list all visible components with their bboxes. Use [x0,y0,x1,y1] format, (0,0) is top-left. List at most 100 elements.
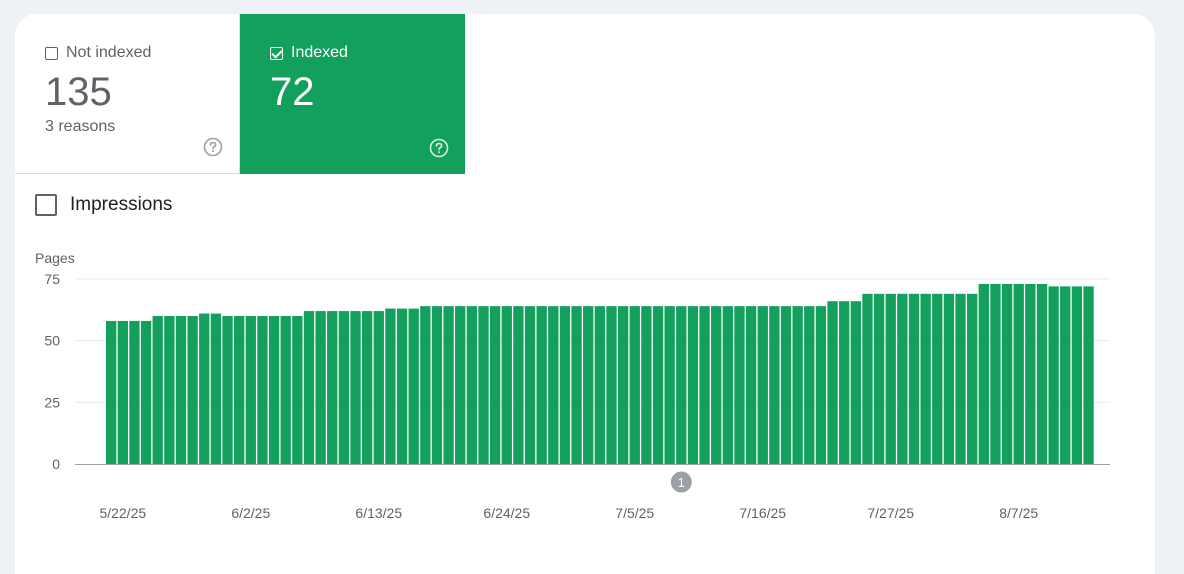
chart-bar[interactable] [350,311,361,464]
chart-bar[interactable] [967,293,978,464]
chart-bar[interactable] [920,293,931,464]
chart-bar[interactable] [408,308,419,464]
chart-bar[interactable] [431,306,443,464]
indexed-checkbox[interactable] [270,46,283,60]
chart-bar[interactable] [804,306,815,464]
chart-bar[interactable] [978,283,989,464]
chart-bar[interactable] [501,306,512,464]
chart-bar[interactable] [1025,283,1036,464]
chart-bar[interactable] [303,311,315,464]
chart-bar[interactable] [199,313,210,464]
chart-bar[interactable] [152,316,163,464]
chart-bar[interactable] [548,306,559,464]
chart-bar[interactable] [1036,283,1048,464]
chart-bar[interactable] [536,306,547,464]
chart-bar[interactable] [990,283,1001,464]
chart-bar[interactable] [571,306,582,464]
chart-bar[interactable] [524,306,536,464]
chart-bar[interactable] [420,306,431,464]
chart-bar[interactable] [955,293,966,464]
chart-bar[interactable] [268,316,280,464]
chart-bar[interactable] [687,306,699,464]
chart-bar[interactable] [594,306,606,464]
chart-bar[interactable] [338,311,350,464]
chart-bar[interactable] [559,306,571,464]
chart-bar[interactable] [210,313,222,464]
impressions-checkbox[interactable] [35,194,57,216]
annotation-marker[interactable] [670,471,692,493]
chart-bar[interactable] [850,301,861,464]
chart-bar[interactable] [629,306,640,464]
chart-bar[interactable] [361,311,373,464]
chart-bar[interactable] [222,316,233,464]
chart-bar[interactable] [583,306,594,464]
chart-bar[interactable] [932,293,943,464]
chart-bar[interactable] [792,306,803,464]
chart-bar[interactable] [1048,286,1059,464]
chart-bar[interactable] [745,306,757,464]
chart-bar[interactable] [862,293,873,464]
chart-bar[interactable] [315,311,326,464]
chart-bar[interactable] [885,293,896,464]
chart-bar[interactable] [106,320,117,464]
chart-bar[interactable] [1060,286,1071,464]
not-indexed-tile[interactable]: Not indexed 135 3 reasons [15,14,240,174]
chart-bar[interactable] [1013,283,1024,464]
chart-bar[interactable] [466,306,478,464]
chart-bar[interactable] [1001,283,1013,464]
chart-bar[interactable] [641,306,652,464]
chart-bars [106,283,1094,464]
x-tick-label: 7/5/25 [615,505,654,521]
chart-bar[interactable] [140,320,152,464]
chart-bar[interactable] [373,311,384,464]
indexed-tile[interactable]: Indexed 72 [240,14,465,174]
chart-bar[interactable] [478,306,489,464]
annotation-marker-label: 1 [678,475,685,490]
not-indexed-checkbox[interactable] [45,46,58,60]
chart-bar[interactable] [117,320,128,464]
chart-bar[interactable] [175,316,187,464]
chart-bar[interactable] [664,306,675,464]
chart-bar[interactable] [711,306,722,464]
chart-bar[interactable] [734,306,745,464]
chart-bar[interactable] [722,306,734,464]
y-tick-label: 50 [44,333,60,349]
chart-bar[interactable] [827,301,838,464]
impressions-toggle[interactable]: Impressions [35,194,172,216]
chart-bar[interactable] [873,293,885,464]
chart-bar[interactable] [699,306,710,464]
help-circle-icon[interactable] [203,137,223,157]
chart-bar[interactable] [513,306,524,464]
y-tick-label: 75 [44,271,60,287]
chart-bar[interactable] [129,320,140,464]
chart-bar[interactable] [1071,286,1083,464]
chart-bar[interactable] [257,316,268,464]
chart-bar[interactable] [385,308,396,464]
help-circle-icon[interactable] [429,138,449,158]
chart-bar[interactable] [292,316,303,464]
chart-bar[interactable] [676,306,687,464]
chart-bar[interactable] [943,293,955,464]
chart-bar[interactable] [443,306,454,464]
chart-bar[interactable] [1083,286,1094,464]
chart-bar[interactable] [245,316,256,464]
chart-bar[interactable] [164,316,175,464]
chart-bar[interactable] [839,301,850,464]
chart-bar[interactable] [187,316,198,464]
chart-bar[interactable] [769,306,780,464]
chart-bar[interactable] [757,306,768,464]
chart-bar[interactable] [280,316,291,464]
chart-bar[interactable] [606,306,617,464]
chart-bar[interactable] [617,306,629,464]
chart-bar[interactable] [897,293,908,464]
chart-bar[interactable] [455,306,466,464]
chart-bar[interactable] [396,308,408,464]
chart-bar[interactable] [489,306,501,464]
chart-bar[interactable] [780,306,792,464]
indexed-header: Indexed [270,44,435,62]
chart-bar[interactable] [327,311,338,464]
chart-bar[interactable] [233,316,245,464]
chart-bar[interactable] [908,293,920,464]
chart-bar[interactable] [815,306,827,464]
chart-bar[interactable] [652,306,664,464]
